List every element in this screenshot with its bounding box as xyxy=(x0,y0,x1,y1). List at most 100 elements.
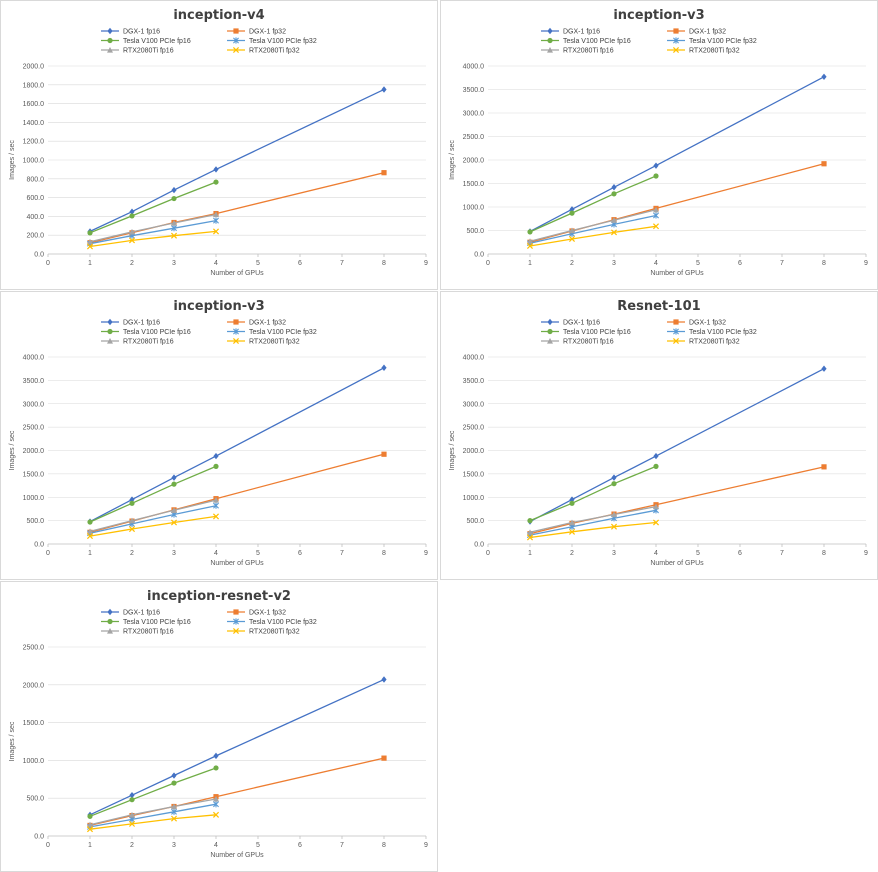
data-point xyxy=(86,826,94,833)
data-point xyxy=(213,452,219,460)
series-line xyxy=(89,230,217,248)
series-line xyxy=(89,499,217,533)
y-tick-label: 2000.0 xyxy=(23,682,45,689)
data-point xyxy=(381,170,387,176)
x-tick-label: 6 xyxy=(298,260,302,267)
data-point xyxy=(87,813,93,819)
legend-item-dgx-1-fp32: DGX-1 fp32 xyxy=(227,319,286,327)
legend-swatch-marker xyxy=(107,628,113,634)
legend-label: Tesla V100 PCIe fp16 xyxy=(563,329,631,336)
y-tick-label: 0.0 xyxy=(474,252,484,259)
x-tick-label: 2 xyxy=(130,550,134,557)
chart-panel-inception-v4: inception-v4 DGX-1 fp16 DGX-1 fp32 Tesla V1… xyxy=(0,0,438,290)
series-line xyxy=(529,505,657,533)
series-line xyxy=(89,515,217,537)
legend-label: RTX2080Ti fp32 xyxy=(249,339,300,346)
chart-frame xyxy=(440,291,878,580)
legend-label: RTX2080Ti fp16 xyxy=(563,339,614,346)
chart-title: Resnet-101 xyxy=(617,299,700,314)
legend-label: DGX-1 fp16 xyxy=(563,320,600,327)
x-tick-label: 4 xyxy=(654,550,658,557)
data-point xyxy=(129,208,135,215)
y-tick-label: 1000.0 xyxy=(23,495,45,502)
x-tick-label: 1 xyxy=(528,260,532,267)
x-tick-label: 7 xyxy=(780,550,784,557)
data-point xyxy=(652,519,660,526)
legend-item-tesla-v100-pcie-fp16: Tesla V100 PCIe fp16 xyxy=(101,328,191,336)
series-line xyxy=(529,225,657,247)
data-point xyxy=(653,173,659,179)
data-point xyxy=(213,166,219,173)
series-line xyxy=(89,465,217,523)
data-point xyxy=(87,230,93,236)
x-tick-label: 6 xyxy=(738,260,742,267)
y-tick-label: 1500.0 xyxy=(463,181,485,188)
y-tick-label: 3000.0 xyxy=(23,401,45,408)
series-tesla-v100-pcie-fp16 xyxy=(527,173,659,235)
data-point xyxy=(527,518,533,524)
y-tick-label: 2000.0 xyxy=(23,448,45,455)
legend-swatch-marker xyxy=(547,338,553,344)
legend-item-dgx-1-fp32: DGX-1 fp32 xyxy=(227,609,286,617)
legend-label: RTX2080Ti fp16 xyxy=(563,48,614,55)
data-point xyxy=(381,86,387,93)
y-tick-label: 200.0 xyxy=(26,233,44,240)
y-gridlines xyxy=(48,65,426,236)
y-gridlines xyxy=(48,646,426,799)
x-tick-label: 2 xyxy=(130,842,134,849)
data-point xyxy=(129,500,135,506)
series-line xyxy=(529,209,657,242)
y-gridlines xyxy=(488,356,866,521)
series-line xyxy=(89,213,217,243)
legend-swatch-marker xyxy=(107,47,113,53)
data-point xyxy=(611,217,617,223)
series-rtx2080ti-fp32 xyxy=(86,513,220,540)
legend-swatch-marker xyxy=(232,627,240,635)
legend-label: RTX2080Ti fp32 xyxy=(249,48,300,55)
data-point xyxy=(128,820,136,827)
y-tick-label: 3500.0 xyxy=(463,87,485,94)
x-axis-label: Number of GPUs xyxy=(210,560,264,567)
legend-label: RTX2080Ti fp16 xyxy=(123,48,174,55)
chart-title: inception-v4 xyxy=(173,8,264,23)
legend-item-rtx2080ti-fp16: RTX2080Ti fp16 xyxy=(541,338,614,346)
legend-item-rtx2080ti-fp16: RTX2080Ti fp16 xyxy=(101,628,174,636)
legend-item-tesla-v100-pcie-fp32: Tesla V100 PCIe fp32 xyxy=(227,328,317,336)
data-point xyxy=(129,228,135,235)
series-tesla-v100-pcie-fp16 xyxy=(527,463,659,524)
data-point xyxy=(821,73,827,81)
data-point xyxy=(171,474,177,481)
legend-label: Tesla V100 PCIe fp16 xyxy=(123,329,191,336)
legend-item-rtx2080ti-fp16: RTX2080Ti fp16 xyxy=(541,47,614,55)
legend-item-rtx2080ti-fp32: RTX2080Ti fp32 xyxy=(227,337,300,346)
x-tick-label: 3 xyxy=(172,550,176,557)
y-tick-label: 400.0 xyxy=(26,214,44,221)
data-point xyxy=(87,238,93,245)
data-point xyxy=(568,235,576,242)
y-tick-label: 2000.0 xyxy=(463,448,485,455)
data-point xyxy=(87,821,93,828)
x-tick-label: 6 xyxy=(298,842,302,849)
data-point xyxy=(526,242,534,250)
data-point xyxy=(86,243,94,250)
legend-item-rtx2080ti-fp32: RTX2080Ti fp32 xyxy=(227,627,300,636)
legend-swatch-marker xyxy=(547,47,553,53)
data-point xyxy=(611,184,617,191)
legend-label: DGX-1 fp32 xyxy=(689,29,726,36)
legend-item-dgx-1-fp16: DGX-1 fp16 xyxy=(541,318,600,327)
y-tick-label: 600.0 xyxy=(26,195,44,202)
series-rtx2080ti-fp32 xyxy=(86,228,220,250)
series-line xyxy=(529,521,657,539)
data-point xyxy=(213,217,219,224)
y-tick-label: 0.0 xyxy=(34,542,44,549)
x-tick-label: 7 xyxy=(340,842,344,849)
x-tick-label: 0 xyxy=(46,842,50,849)
data-point xyxy=(86,533,94,540)
data-point xyxy=(569,519,575,526)
data-point xyxy=(611,511,617,518)
data-point xyxy=(569,500,575,506)
series-rtx2080ti-fp16 xyxy=(527,206,659,244)
legend-item-tesla-v100-pcie-fp16: Tesla V100 PCIe fp16 xyxy=(101,618,191,626)
data-point xyxy=(170,815,178,822)
chart-title: inception-v3 xyxy=(173,299,264,314)
